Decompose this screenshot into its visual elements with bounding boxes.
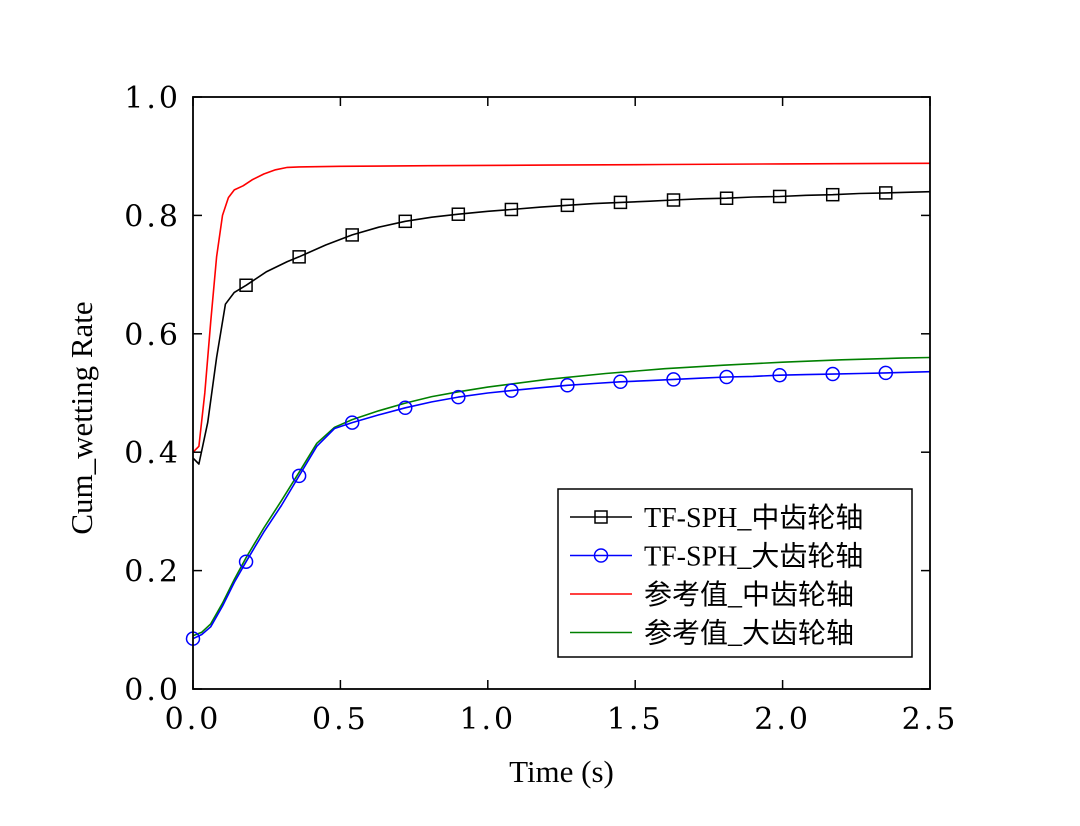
data-point — [560, 198, 575, 213]
series-line — [192, 162, 931, 453]
data-point — [344, 415, 360, 430]
y-tick-label: 0.4 — [124, 436, 181, 471]
data-point — [398, 214, 413, 229]
y-tick-label: 1.0 — [124, 81, 181, 116]
data-point — [719, 191, 734, 205]
y-tick-label: 0.8 — [124, 199, 181, 234]
y-tick-label: 0.6 — [124, 318, 181, 353]
legend-entry: 参考值_中齿轮轴 — [570, 579, 854, 611]
x-axis-label: Time (s) — [509, 754, 614, 789]
data-point — [560, 378, 575, 393]
data-point — [291, 468, 307, 484]
data-point — [451, 389, 466, 405]
y-tick-label: 0.2 — [124, 555, 181, 590]
data-point — [879, 186, 893, 200]
series-line — [192, 370, 931, 640]
x-tick-label: 0.5 — [312, 702, 369, 737]
data-point — [825, 187, 840, 202]
data-point — [719, 369, 734, 385]
data-point — [238, 554, 254, 569]
data-point — [772, 189, 787, 204]
series-1 — [185, 365, 931, 646]
legend-entry: TF-SPH_中齿轮轴 — [570, 502, 863, 534]
y-axis-label: Cum_wetting Rate — [64, 301, 99, 534]
data-point — [239, 278, 253, 293]
series-line — [192, 356, 931, 637]
data-point — [666, 193, 681, 207]
series-2 — [192, 162, 931, 453]
x-tick-label: 0.0 — [165, 702, 222, 737]
legend-marker — [594, 510, 608, 524]
x-tick-label: 2.5 — [902, 702, 959, 737]
data-point — [451, 207, 466, 221]
legend-label: TF-SPH_大齿轮轴 — [644, 541, 863, 573]
data-point — [772, 367, 787, 383]
legend-label: TF-SPH_中齿轮轴 — [644, 502, 863, 534]
legend-label: 参考值_大齿轮轴 — [644, 618, 854, 650]
x-tick-label: 2.0 — [754, 702, 811, 737]
data-point — [878, 365, 894, 381]
x-tick-label: 1.0 — [459, 702, 516, 737]
ticks-layer: 0.0 0.5 1.0 1.5 2.0 2.5 0.0 0.2 0.4 0.6 0.8 1.0 — [124, 81, 959, 737]
data-point — [666, 372, 681, 387]
data-point — [345, 228, 359, 242]
data-point — [613, 374, 628, 390]
x-tick-label: 1.5 — [607, 702, 664, 737]
y-tick-label: 0.0 — [124, 673, 181, 708]
data-point — [398, 400, 413, 416]
legend-entry: TF-SPH_大齿轮轴 — [570, 541, 863, 573]
legend-entry: 参考值_大齿轮轴 — [570, 618, 854, 650]
data-point — [504, 383, 519, 398]
data-point — [613, 195, 628, 210]
series-3 — [192, 356, 931, 637]
legend-label: 参考值_中齿轮轴 — [644, 579, 854, 611]
plot-frame — [192, 96, 931, 690]
legend-marker — [593, 548, 609, 563]
series-0 — [192, 186, 931, 465]
data-point — [292, 250, 306, 264]
data-point — [504, 202, 519, 217]
data-point — [825, 366, 840, 382]
series-line — [192, 190, 931, 465]
series-layer — [185, 162, 931, 646]
